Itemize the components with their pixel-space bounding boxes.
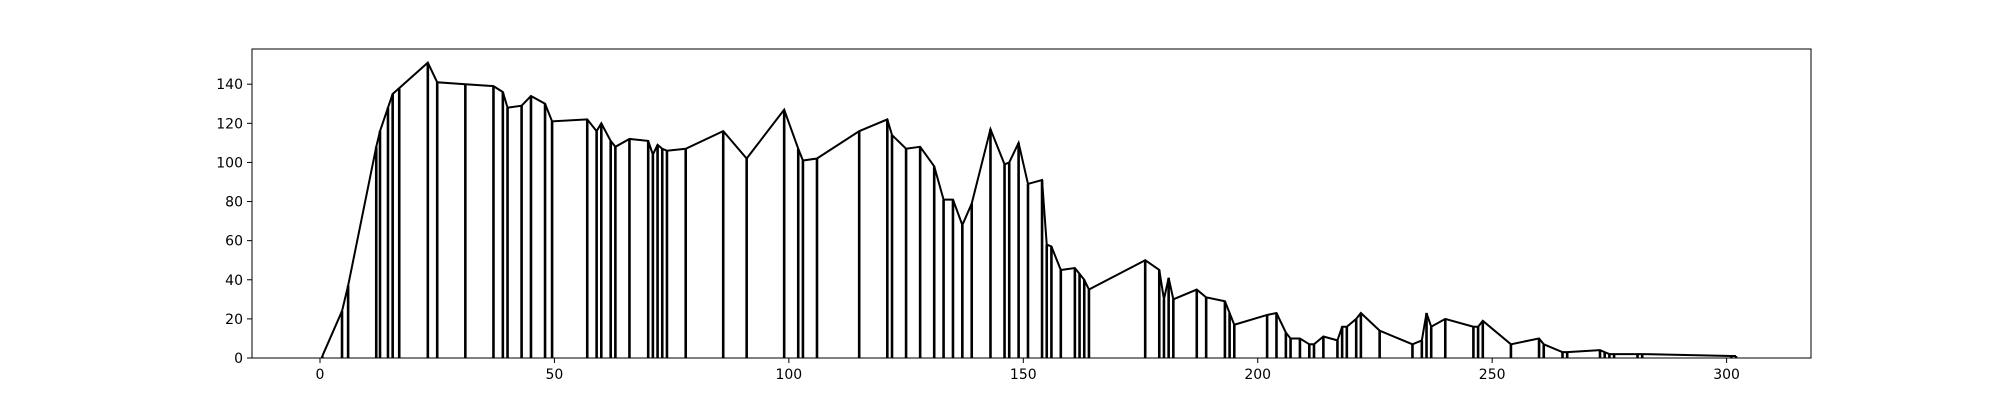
plot-frame	[251, 48, 1812, 359]
drop-lines	[321, 62, 1738, 358]
x-tick-label: 250	[1479, 367, 1506, 383]
x-tick-label: 300	[1713, 367, 1740, 383]
y-tick-label: 120	[216, 116, 243, 132]
series-line	[321, 61, 1736, 358]
x-tick-label: 100	[775, 367, 802, 383]
x-tick-label: 150	[1010, 367, 1037, 383]
y-tick-label: 20	[225, 312, 243, 328]
y-tick-label: 80	[225, 195, 243, 211]
y-tick-label: 40	[225, 273, 243, 289]
x-tick-label: 200	[1244, 367, 1271, 383]
y-tick-label: 0	[234, 351, 243, 367]
x-axis: 0 50 100 150 200 250 300	[316, 358, 1740, 383]
y-tick-label: 100	[216, 155, 243, 171]
y-tick-label: 60	[225, 234, 243, 250]
y-tick-label: 140	[216, 77, 243, 93]
x-tick-label: 50	[546, 367, 564, 383]
x-tick-label: 0	[316, 367, 325, 383]
y-axis: 0 20 40 60 80 100 120 140	[216, 77, 252, 367]
